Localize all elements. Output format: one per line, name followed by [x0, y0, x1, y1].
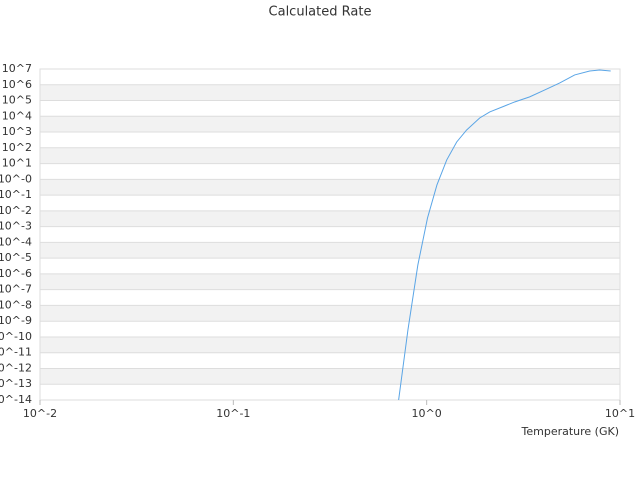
grid-band — [40, 179, 620, 196]
chart-title: Calculated Rate — [269, 5, 372, 20]
y-tick-label: 10^7 — [2, 62, 32, 75]
grid-band — [40, 336, 620, 353]
y-tick-label: 10^-0 — [0, 172, 32, 185]
y-tick-label: 10^-9 — [0, 314, 32, 327]
y-tick-label: 10^-13 — [0, 377, 32, 390]
y-tick-label: 10^-7 — [0, 283, 32, 296]
grid-band — [40, 305, 620, 322]
y-tick-label: 10^-6 — [0, 267, 32, 280]
y-tick-label: 10^-5 — [0, 251, 32, 264]
y-tick-label: 10^-8 — [0, 298, 32, 311]
series-line — [398, 69, 611, 401]
y-tick-label: 10^2 — [2, 141, 32, 154]
y-tick-label: 10^-2 — [0, 204, 32, 217]
y-tick-label: 10^-14 — [0, 393, 32, 406]
y-tick-label: 10^-3 — [0, 220, 32, 233]
y-tick-label: 10^4 — [2, 109, 32, 122]
y-tick-label: 10^3 — [2, 125, 32, 138]
grid-band — [40, 210, 620, 227]
grid-band — [40, 116, 620, 133]
x-tick-label: 10^1 — [605, 407, 635, 420]
y-tick-label: 10^-1 — [0, 188, 32, 201]
y-tick-label: 10^-4 — [0, 235, 32, 248]
y-tick-label: 10^5 — [2, 94, 32, 107]
grid-band — [40, 368, 620, 385]
x-tick-label: 10^0 — [412, 407, 442, 420]
grid-band — [40, 84, 620, 101]
y-tick-label: 10^1 — [2, 157, 32, 170]
grid-band — [40, 273, 620, 290]
y-tick-label: 10^6 — [2, 78, 32, 91]
y-tick-label: 10^-12 — [0, 361, 32, 374]
x-tick-label: 10^-2 — [23, 407, 57, 420]
x-axis-label: Temperature (GK) — [521, 425, 620, 438]
grid-band — [40, 147, 620, 164]
y-tick-label: 10^-10 — [0, 330, 32, 343]
y-tick-label: 10^-11 — [0, 346, 32, 359]
plot-border — [39, 68, 621, 401]
grid-band — [40, 242, 620, 259]
x-tick-label: 10^-1 — [216, 407, 250, 420]
